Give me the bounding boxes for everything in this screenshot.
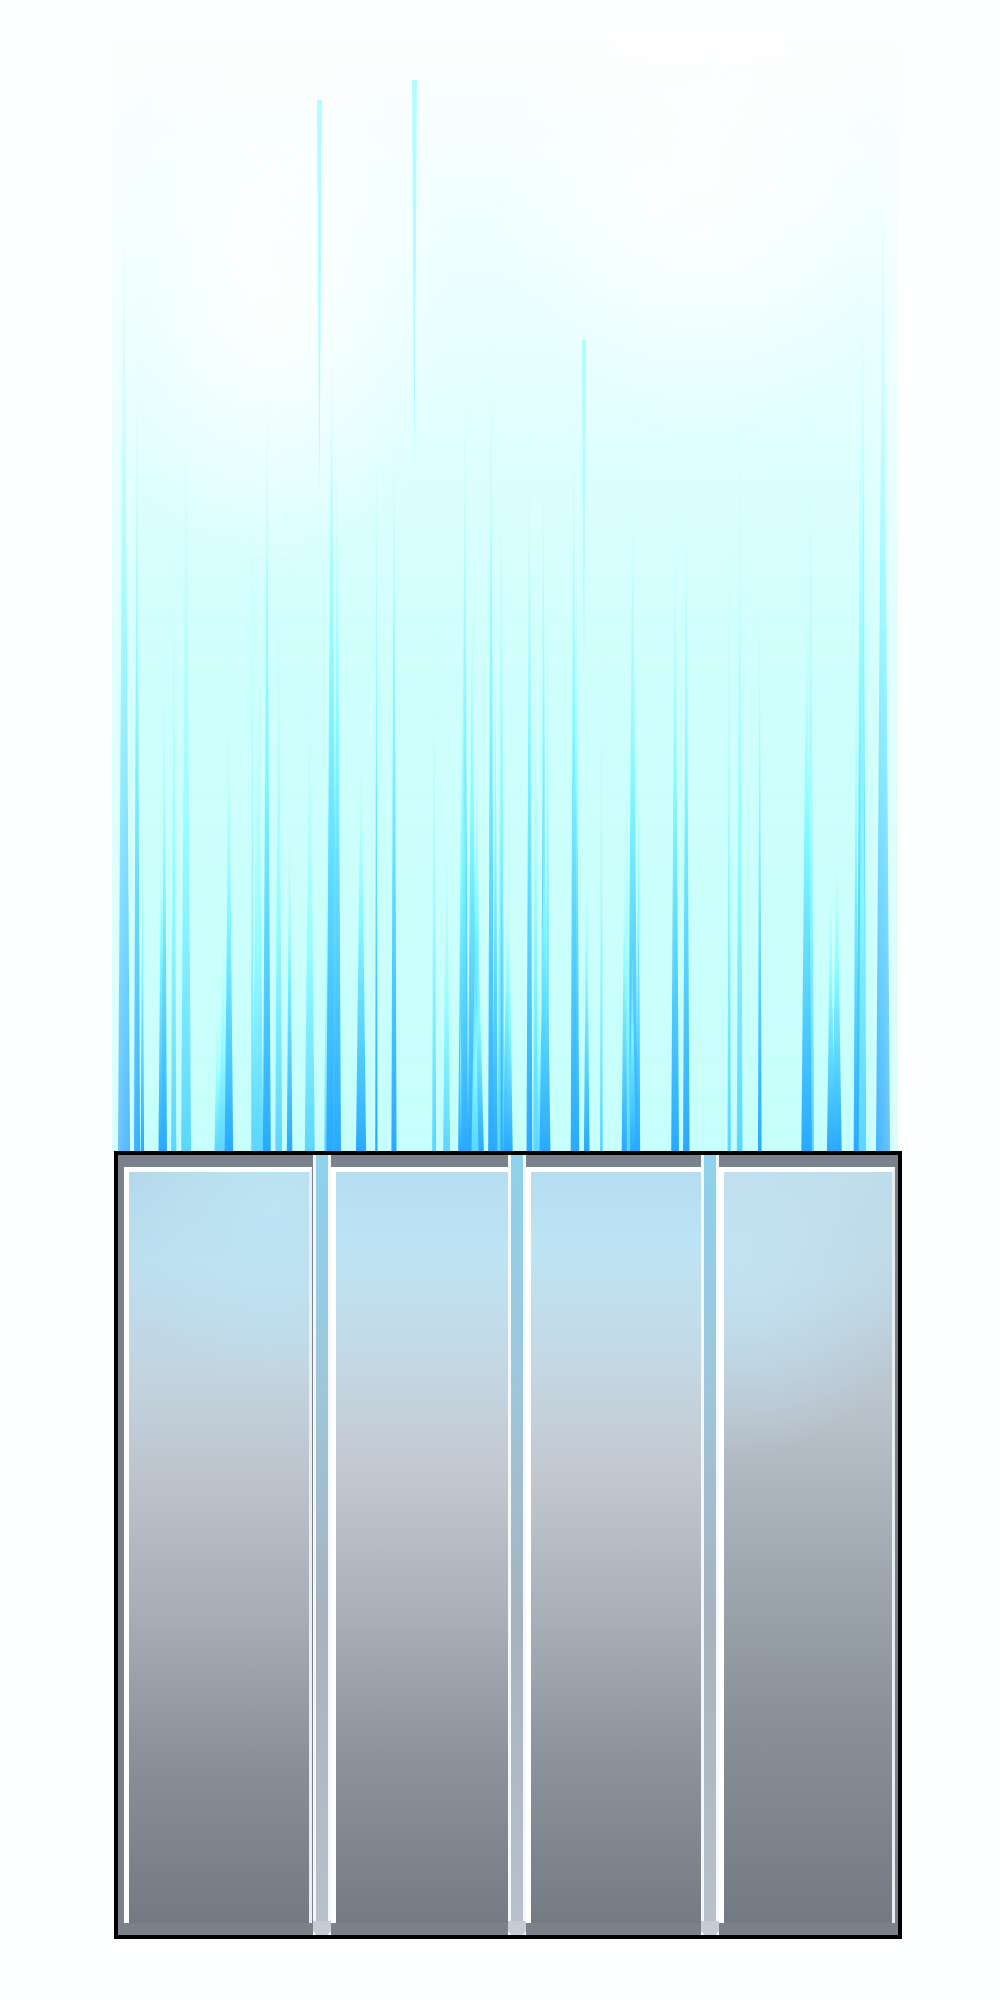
beam-streak (736, 352, 743, 1152)
beam-streak (727, 408, 731, 1152)
beam-streak (432, 570, 437, 1152)
beam-streak (629, 942, 636, 1152)
beam-streak (500, 491, 503, 1152)
beam-streak (621, 830, 628, 1152)
beam-streak (275, 516, 283, 1152)
beam-streak (252, 610, 264, 1152)
bar-cap (701, 1921, 719, 1935)
beam-streak (412, 80, 417, 470)
beam-streak (757, 537, 762, 1152)
cage-bar (508, 1155, 526, 1935)
beam-streak (355, 721, 367, 1152)
cage-panel (719, 1167, 895, 1923)
beam-streak (570, 354, 577, 1152)
cage-bar (313, 1155, 331, 1935)
beam-streak (251, 348, 254, 1152)
beam-streak (831, 828, 842, 1152)
cage-panel (526, 1167, 704, 1923)
beam-streak (140, 799, 145, 1152)
beam-streak (171, 455, 177, 1152)
beam-streak (391, 347, 397, 1152)
beam-streak (683, 455, 690, 1152)
beam-streak (853, 605, 859, 1152)
beam-streaks (118, 80, 890, 1152)
energy-beam (112, 40, 898, 1152)
beam-streak (224, 713, 234, 1152)
beam-streak (286, 783, 293, 1152)
beam-streak (161, 626, 167, 1152)
beam-streak (262, 457, 271, 1152)
glass-cage (114, 1151, 902, 1939)
beam-streak (471, 938, 479, 1152)
beam-streak (876, 120, 890, 1152)
beam-streak (801, 565, 812, 1152)
cage-panel (331, 1167, 511, 1923)
beam-streak (533, 538, 538, 1152)
beam-streak (582, 340, 586, 680)
beam-streak (181, 349, 192, 1152)
beam-streak (317, 100, 322, 500)
beam-streak (459, 990, 462, 1152)
beam-streak (599, 580, 603, 1152)
beam-streak (858, 530, 867, 1152)
beam-streak (304, 628, 315, 1152)
beam-streak (506, 925, 513, 1152)
beam-streak (118, 160, 130, 1152)
beam-streak (636, 693, 641, 1152)
bar-cap (508, 1921, 526, 1935)
beam-streak (539, 747, 551, 1152)
beam-streak (671, 482, 679, 1152)
beam-streak (583, 836, 590, 1152)
beam-streak (626, 777, 631, 1152)
bar-cap (313, 1921, 331, 1935)
beam-streak (493, 579, 498, 1152)
beam-streak (826, 858, 835, 1152)
beam-streak (488, 296, 494, 1152)
cage-panel (124, 1167, 312, 1923)
beam-streak (458, 678, 465, 1152)
beam-streak (627, 455, 638, 1152)
beam-streak (333, 384, 341, 1152)
beam-streak (326, 295, 337, 1152)
cage-bar (701, 1155, 719, 1935)
beam-streak (134, 300, 140, 1152)
beam-streak (443, 773, 451, 1152)
beam-streak (375, 333, 378, 1152)
beam-streak (526, 376, 533, 1152)
